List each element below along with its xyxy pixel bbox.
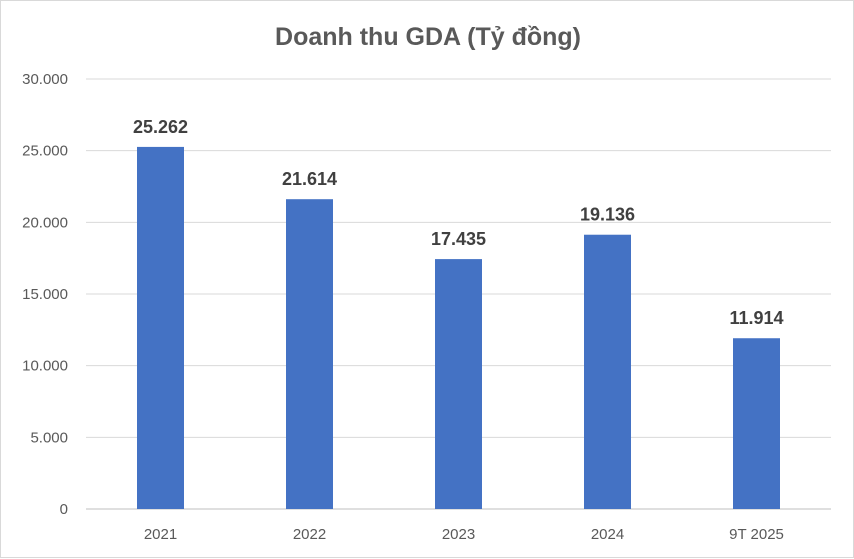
y-tick-label: 5.000 (30, 429, 68, 446)
x-tick-label: 2024 (591, 526, 624, 543)
x-tick-label: 9T 2025 (729, 526, 784, 543)
data-label: 11.914 (729, 308, 783, 328)
chart-title: Doanh thu GDA (Tỷ đồng) (275, 23, 581, 51)
x-tick-label: 2023 (442, 526, 475, 543)
y-tick-label: 30.000 (22, 71, 68, 88)
y-tick-label: 10.000 (22, 358, 68, 375)
y-tick-label: 15.000 (22, 286, 68, 303)
x-tick-label: 2022 (293, 526, 326, 543)
data-label: 19.136 (580, 205, 635, 225)
y-tick-label: 20.000 (22, 214, 68, 231)
y-tick-label: 25.000 (22, 143, 68, 160)
data-label: 21.614 (282, 169, 337, 189)
data-label: 25.262 (133, 117, 188, 137)
bar-9t-2025 (733, 338, 780, 509)
bar-2023 (435, 259, 482, 509)
bar-2024 (584, 234, 631, 509)
y-tick-label: 0 (60, 501, 68, 518)
x-tick-label: 2021 (144, 526, 177, 543)
bar-2021 (137, 146, 184, 510)
data-label: 17.435 (431, 229, 486, 249)
bar-2022 (286, 199, 333, 509)
